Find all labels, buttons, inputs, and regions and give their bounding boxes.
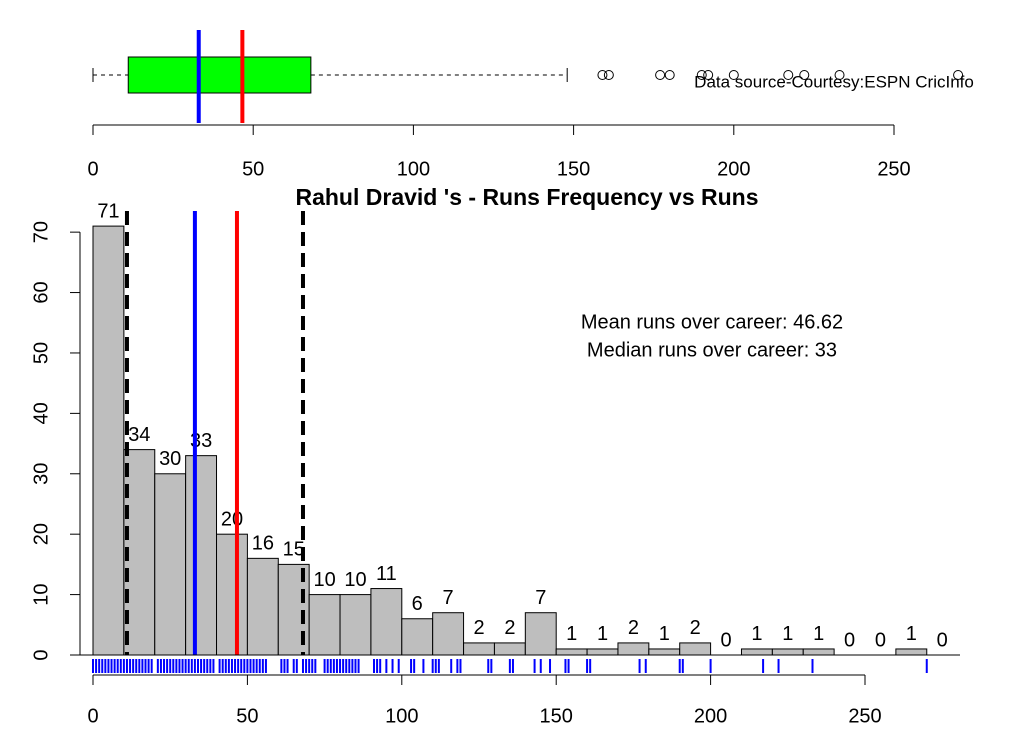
x-tick-label: 50 bbox=[242, 158, 264, 180]
chart-title: Rahul Dravid 's - Runs Frequency vs Runs bbox=[295, 184, 758, 210]
bar bbox=[432, 612, 465, 656]
bar bbox=[771, 648, 804, 656]
y-tick-label: 40 bbox=[30, 402, 52, 424]
bar-label: 0 bbox=[844, 629, 855, 651]
bar-label: 1 bbox=[782, 623, 793, 645]
outlier bbox=[696, 70, 707, 80]
bar-label: 10 bbox=[344, 569, 366, 591]
outlier bbox=[655, 70, 666, 80]
y-tick-label: 30 bbox=[30, 463, 52, 485]
x-tick-label: 0 bbox=[87, 158, 98, 180]
bar-label: 71 bbox=[97, 200, 119, 222]
bar-label: 1 bbox=[906, 623, 917, 645]
bar bbox=[740, 648, 773, 656]
bar-label: 2 bbox=[628, 617, 639, 639]
bar-label: 1 bbox=[813, 623, 824, 645]
bar bbox=[185, 455, 218, 656]
bar bbox=[895, 648, 928, 656]
bar-label: 15 bbox=[283, 539, 305, 561]
x-tick-label: 150 bbox=[540, 705, 573, 727]
bar bbox=[679, 642, 712, 656]
bar-label: 2 bbox=[504, 617, 515, 639]
x-tick-label: 0 bbox=[87, 705, 98, 727]
bar-label: 0 bbox=[720, 629, 731, 651]
outlier bbox=[728, 70, 739, 80]
outlier bbox=[834, 70, 845, 80]
bar bbox=[524, 612, 557, 656]
source-note: Data source-Courtesy:ESPN CricInfo bbox=[694, 72, 974, 91]
bar bbox=[308, 594, 341, 656]
bar-label: 1 bbox=[751, 623, 762, 645]
bar-label: 1 bbox=[566, 623, 577, 645]
bar bbox=[648, 648, 681, 656]
bar-label: 1 bbox=[659, 623, 670, 645]
x-tick-label: 100 bbox=[385, 705, 418, 727]
x-tick-label: 200 bbox=[717, 158, 750, 180]
bar-label: 10 bbox=[313, 569, 335, 591]
mean-annotation: Mean runs over career: 46.62 bbox=[581, 311, 843, 333]
y-tick-label: 0 bbox=[30, 649, 52, 660]
outlier bbox=[703, 70, 714, 80]
bar-label: 30 bbox=[159, 448, 181, 470]
outlier bbox=[603, 70, 614, 80]
x-tick-label: 150 bbox=[557, 158, 590, 180]
bar-label: 2 bbox=[473, 617, 484, 639]
bar bbox=[617, 642, 650, 656]
median-annotation: Median runs over career: 33 bbox=[587, 339, 837, 361]
x-tick-label: 50 bbox=[236, 705, 258, 727]
bar bbox=[586, 648, 619, 656]
bar bbox=[92, 225, 125, 656]
outlier bbox=[664, 70, 675, 80]
y-tick-label: 60 bbox=[30, 281, 52, 303]
bar bbox=[463, 642, 495, 656]
bar-label: 16 bbox=[252, 533, 274, 555]
bar bbox=[493, 642, 526, 656]
x-tick-label: 100 bbox=[397, 158, 430, 180]
outlier bbox=[597, 70, 608, 80]
bar bbox=[123, 449, 156, 656]
y-tick-label: 10 bbox=[30, 583, 52, 605]
bar-label: 34 bbox=[128, 424, 150, 446]
bar-label: 11 bbox=[376, 563, 397, 585]
bar bbox=[802, 648, 835, 656]
bar-label: 2 bbox=[690, 617, 701, 639]
y-tick-label: 20 bbox=[30, 523, 52, 545]
box bbox=[127, 56, 312, 94]
bar bbox=[370, 588, 403, 656]
x-tick-label: 250 bbox=[848, 705, 881, 727]
bar bbox=[246, 557, 279, 656]
outlier bbox=[799, 70, 810, 80]
bar bbox=[339, 594, 372, 656]
bar-label: 0 bbox=[875, 629, 886, 651]
x-tick-label: 200 bbox=[694, 705, 727, 727]
bar bbox=[216, 533, 248, 656]
outlier bbox=[953, 70, 964, 80]
bar-label: 1 bbox=[597, 623, 608, 645]
bar-label: 0 bbox=[937, 629, 948, 651]
bar bbox=[154, 473, 187, 656]
y-tick-label: 50 bbox=[30, 342, 52, 364]
outlier bbox=[783, 70, 794, 80]
bar bbox=[401, 618, 434, 656]
y-tick-label: 70 bbox=[30, 221, 52, 243]
bar bbox=[555, 648, 588, 656]
bar-label: 7 bbox=[443, 587, 454, 609]
bar-label: 20 bbox=[221, 508, 243, 530]
bar-label: 7 bbox=[535, 587, 546, 609]
x-tick-label: 250 bbox=[877, 158, 910, 180]
bar-label: 6 bbox=[412, 593, 423, 615]
